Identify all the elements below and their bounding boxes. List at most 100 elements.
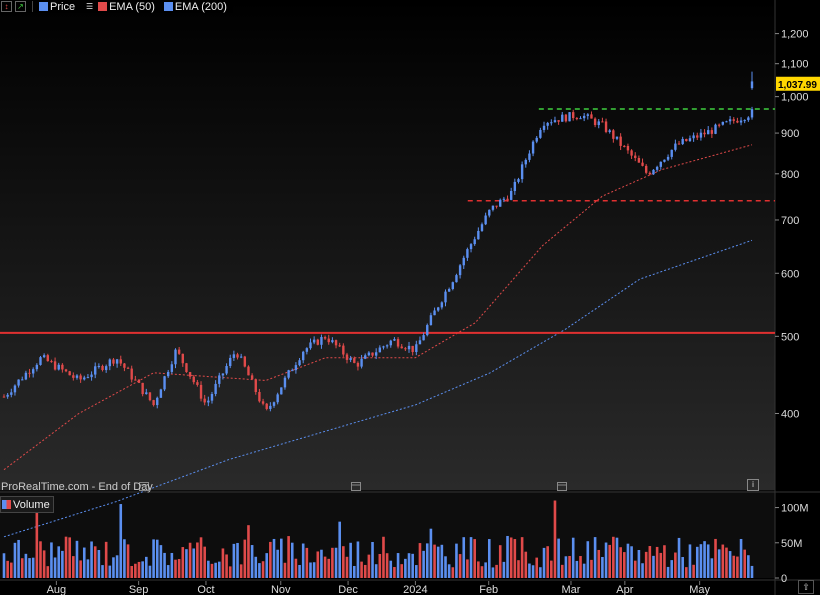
add-indicator-icon[interactable]: ↗ <box>15 1 26 12</box>
calendar-event-icon[interactable] <box>139 481 149 491</box>
candle-body <box>294 365 298 371</box>
volume-bar <box>371 541 374 578</box>
candle-body <box>185 363 188 373</box>
candle-body <box>119 359 122 364</box>
x-tick-label: Oct <box>197 584 214 595</box>
y-tick-label: 700 <box>781 215 799 227</box>
candle-body <box>732 119 735 121</box>
candle-body <box>396 339 400 347</box>
volume-bar <box>298 564 301 578</box>
volume-bar <box>520 537 524 578</box>
candle-body <box>261 401 265 404</box>
candle-body <box>367 352 371 356</box>
candle-body <box>170 364 174 372</box>
x-tick-label: Aug <box>47 584 67 595</box>
volume-bar <box>236 542 239 578</box>
volume-bar <box>692 564 695 578</box>
candle-body <box>535 137 538 142</box>
volume-bar <box>553 500 557 578</box>
scroll-up-icon[interactable]: ⇧ <box>798 580 814 594</box>
candle-body <box>717 124 721 126</box>
volume-bar <box>261 561 265 578</box>
candle-body <box>61 364 64 370</box>
volume-bar <box>367 554 371 578</box>
candle-body <box>703 132 706 135</box>
candle-body <box>615 136 619 139</box>
volume-bar <box>747 555 750 578</box>
y-tick-label: 400 <box>781 408 799 420</box>
volume-bar <box>323 556 327 578</box>
volume-bar <box>199 537 203 578</box>
candle-body <box>342 345 345 355</box>
volume-bar <box>217 561 221 578</box>
volume-bar <box>352 565 356 578</box>
volume-bar <box>334 547 338 578</box>
volume-bar <box>608 544 611 578</box>
volume-bar <box>455 543 458 578</box>
calendar-event-icon[interactable] <box>557 481 567 491</box>
legend-ema200[interactable]: EMA (200) <box>163 1 227 13</box>
volume-bar <box>265 553 269 578</box>
calendar-event-icon[interactable] <box>351 481 361 491</box>
volume-bar <box>17 539 20 578</box>
candle-body <box>564 114 568 122</box>
candle-body <box>699 132 703 138</box>
candle-body <box>152 400 155 406</box>
legend-price[interactable]: Price <box>39 1 75 13</box>
candle-body <box>572 112 575 119</box>
candle-body <box>626 145 630 151</box>
volume-bar <box>506 535 509 578</box>
volume-bar <box>305 547 309 578</box>
volume-bar <box>101 565 104 578</box>
volume-bar <box>130 565 134 578</box>
x-tick-label: Nov <box>271 584 291 595</box>
volume-bar <box>250 545 254 578</box>
volume-bar <box>210 563 214 578</box>
candle-body <box>298 360 301 366</box>
volume-panel-label[interactable]: Volume <box>0 496 54 513</box>
candle-body <box>484 215 487 225</box>
volume-bar <box>637 549 641 578</box>
volume-bar <box>290 542 294 578</box>
candle-body <box>506 198 509 200</box>
list-menu-icon[interactable]: ☰ <box>85 1 94 11</box>
volume-bar <box>425 543 429 578</box>
candle-body <box>509 190 513 200</box>
volume-bar <box>115 555 119 578</box>
volume-bar <box>601 556 604 578</box>
volume-bar <box>473 539 476 578</box>
info-icon[interactable]: i <box>747 479 759 491</box>
volume-bar <box>385 553 389 578</box>
toolbar-divider <box>32 1 33 12</box>
volume-bar <box>53 557 57 578</box>
volume-bar <box>185 549 188 578</box>
candle-body <box>444 291 447 303</box>
chart-settings-icon[interactable]: ↕ <box>1 1 12 12</box>
candle-body <box>258 391 261 402</box>
candle-body <box>134 379 137 381</box>
candle-body <box>466 249 469 258</box>
candle-body <box>72 375 75 378</box>
volume-bar <box>228 566 232 578</box>
volume-bar <box>46 566 50 578</box>
volume-bar <box>42 550 46 578</box>
legend-ema50[interactable]: EMA (50) <box>98 1 155 13</box>
volume-bar <box>575 560 579 578</box>
source-text: ProRealTime.com - End of Day <box>1 481 153 493</box>
volume-bar <box>82 547 86 578</box>
volume-bar <box>68 537 71 578</box>
volume-bar <box>108 565 112 578</box>
volume-bar <box>331 547 334 578</box>
volume-bar <box>688 544 692 578</box>
candle-body <box>429 315 433 326</box>
candle-body <box>473 239 476 245</box>
candle-body <box>243 356 247 367</box>
candle-body <box>345 354 349 360</box>
candle-body <box>353 358 356 363</box>
volume-bar <box>126 544 130 578</box>
volume-bar <box>590 559 593 578</box>
candle-body <box>356 362 360 367</box>
candle-body <box>320 336 323 345</box>
volume-bar <box>389 560 393 578</box>
candle-body <box>382 346 385 348</box>
